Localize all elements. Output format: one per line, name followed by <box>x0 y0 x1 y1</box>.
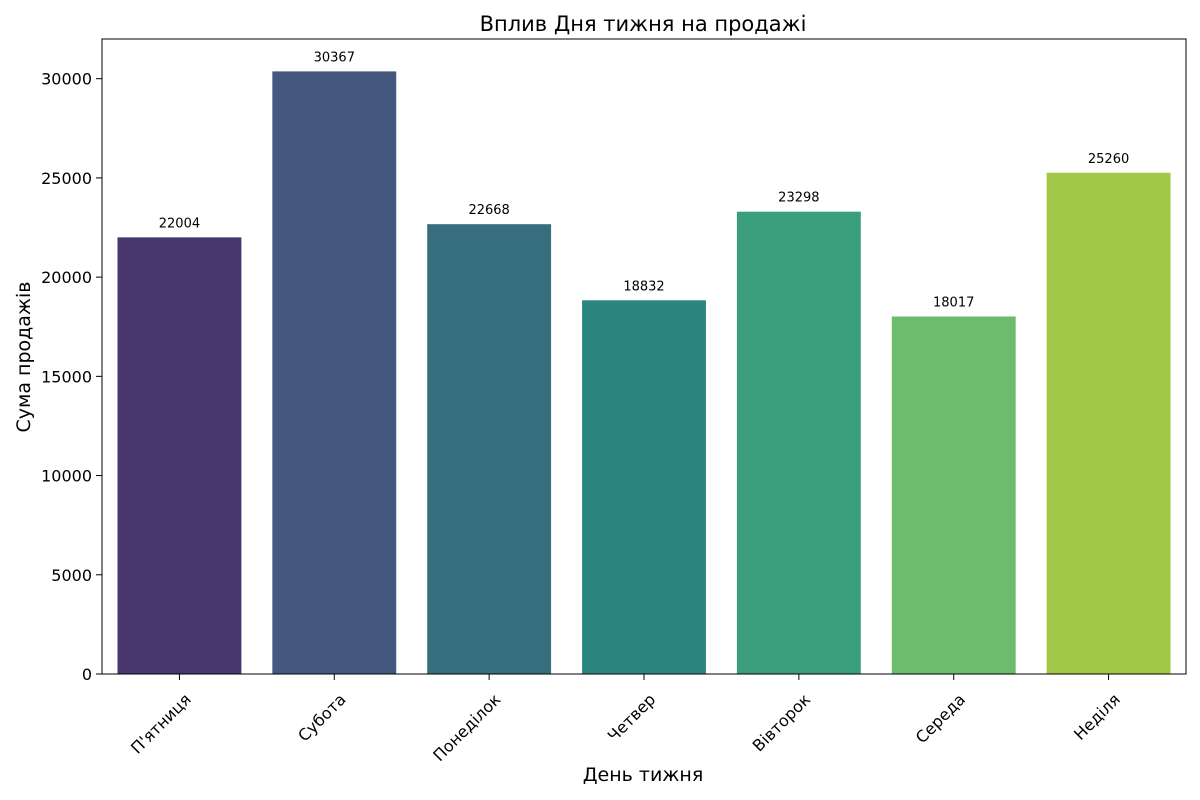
bar-value-label: 22004 <box>159 216 200 231</box>
y-tick-label: 5000 <box>51 566 92 585</box>
bar <box>891 316 1016 674</box>
bar <box>582 300 706 674</box>
x-tick-label: Середа <box>912 690 969 747</box>
y-tick-label: 30000 <box>41 70 92 89</box>
bar <box>272 71 397 674</box>
bar-value-label: 23298 <box>778 191 819 206</box>
y-tick-label: 25000 <box>41 169 92 188</box>
bar <box>1046 172 1171 674</box>
bar-value-label: 18017 <box>933 295 974 310</box>
x-tick-label: Четвер <box>604 690 660 746</box>
bar-value-label: 18832 <box>623 279 664 294</box>
bar-value-label: 22668 <box>468 203 509 218</box>
plot-area: 22004 30367 22668 18832 23298 18017 25260 0 5000… <box>41 38 1187 765</box>
y-tick-label: 10000 <box>41 467 92 486</box>
y-tick-label: 15000 <box>41 367 92 386</box>
bar-value-label: 30367 <box>314 50 355 65</box>
bar-value-label: 25260 <box>1088 152 1129 167</box>
y-tick-label: 20000 <box>41 268 92 287</box>
bar <box>117 237 242 675</box>
bar <box>736 211 861 674</box>
y-tick-label: 0 <box>82 665 92 684</box>
bar <box>427 224 552 674</box>
x-tick-label: Субота <box>294 690 349 745</box>
x-tick-label: П'ятниця <box>127 690 195 758</box>
chart-title: Вплив Дня тижня на продажі <box>480 12 807 36</box>
x-tick-label: Понеділок <box>429 690 504 765</box>
x-tick-label: Вівторок <box>749 690 815 756</box>
y-axis-title: Сума продажів <box>13 281 35 432</box>
x-tick-label: Неділя <box>1070 690 1124 744</box>
x-axis-title: День тижня <box>583 764 704 786</box>
